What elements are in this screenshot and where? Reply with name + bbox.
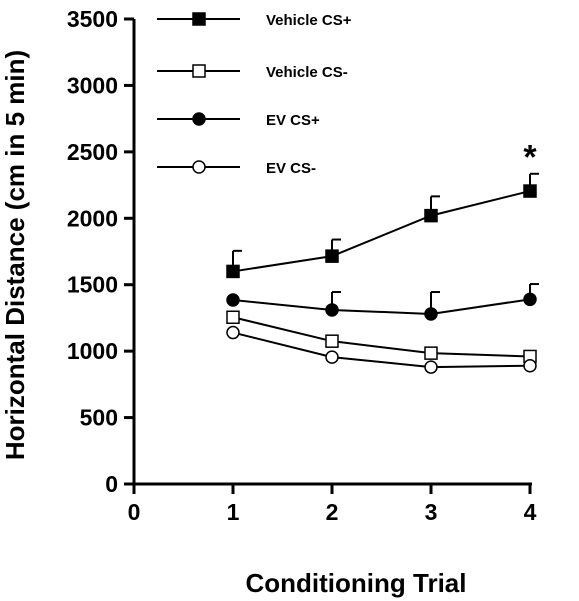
y-tick-label: 3000 [67,72,118,98]
y-tick-label: 2000 [67,205,118,231]
data-point [325,350,339,364]
legend-item-1: Vehicle CS- [157,64,348,81]
legend-marker [192,112,206,126]
data-point [424,360,438,374]
legend-item-3: EV CS- [157,160,316,177]
legend-marker [192,64,206,78]
series-1 [226,310,537,364]
legend-item-2: EV CS+ [157,112,320,129]
y-tick-label: 500 [80,405,118,431]
legend-marker [192,160,206,174]
series-line [232,298,531,315]
legend-label: Vehicle CS+ [266,12,352,29]
x-tick-label: 2 [326,499,339,525]
x-tick-label: 4 [524,499,537,525]
significance-asterisk: * [523,139,537,177]
y-tick-label: 1000 [67,338,118,364]
series-line [232,190,531,273]
x-tick-label: 0 [128,499,141,525]
x-tick-label: 3 [425,499,438,525]
data-point [226,325,240,340]
x-axis-title: Conditioning Trial [246,568,467,598]
annotations: * [523,139,537,177]
legend-label: EV CS- [266,160,316,177]
data-point [523,184,537,198]
data-point [325,303,339,317]
series-layer [226,172,539,374]
data-point [424,307,438,321]
y-tick-label: 2500 [67,139,118,165]
y-tick-label: 0 [105,471,118,497]
data-point [523,292,537,307]
legend-label: Vehicle CS- [266,64,348,81]
data-point [325,334,339,348]
data-point [424,208,438,223]
x-tick-label: 1 [227,499,240,525]
legend-label: EV CS+ [266,112,320,129]
data-point [325,249,339,263]
data-point [226,310,240,325]
legend: Vehicle CS+ Vehicle CS- EV CS+ EV CS- [157,12,352,177]
data-point [523,359,537,373]
y-tick-label: 1500 [67,272,118,298]
data-point [424,346,438,360]
series-3 [226,325,537,374]
series-0 [226,172,539,279]
legend-item-0: Vehicle CS+ [157,12,352,29]
series-line [232,316,531,358]
y-axis-title: Horizontal Distance (cm in 5 min) [0,50,30,460]
legend-marker [192,12,206,26]
data-point [226,293,240,307]
x-axis-ticks: 0 1 2 3 4 [128,484,537,525]
y-axis-ticks: 0 500 1000 1500 2000 2500 3000 3500 [67,6,134,497]
y-tick-label: 3500 [67,6,118,32]
series-line [232,331,531,369]
series-2 [226,283,539,321]
data-point [226,264,240,279]
